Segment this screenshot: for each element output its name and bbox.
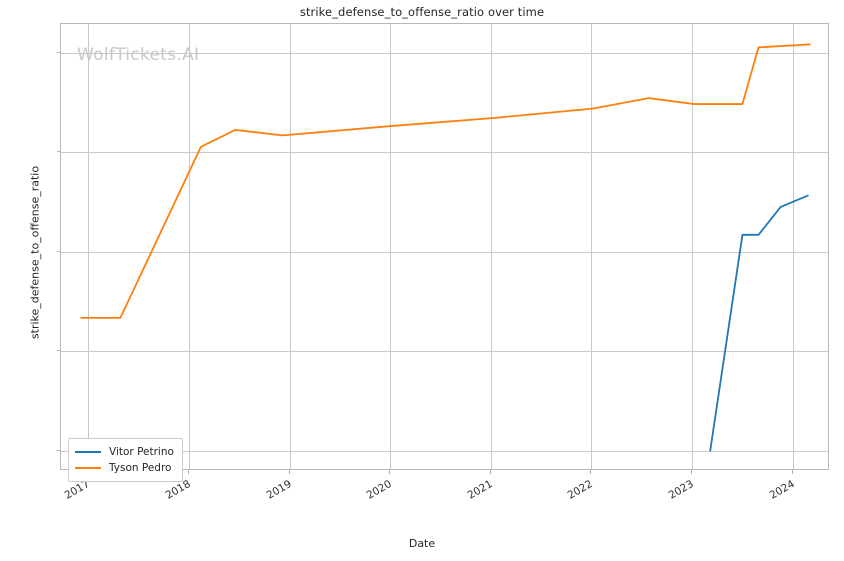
x-axis-label: Date	[408, 537, 436, 550]
x-tick-label: 2021	[465, 478, 495, 502]
plot-area: WolfTickets.AI	[60, 23, 829, 470]
gridline-horizontal	[61, 251, 828, 253]
x-tick-mark	[489, 470, 491, 474]
gridline-horizontal	[61, 450, 828, 452]
chart-title: strike_defense_to_offense_ratio over tim…	[299, 5, 545, 19]
x-tick-mark	[590, 470, 592, 474]
x-tick-label: 2019	[264, 478, 294, 502]
gridline-vertical	[792, 24, 794, 469]
x-tick-label: 2022	[565, 478, 596, 502]
series-line	[709, 194, 809, 452]
x-tick-label: 2023	[666, 478, 696, 502]
gridline-vertical	[591, 24, 593, 469]
watermark: WolfTickets.AI	[77, 45, 200, 65]
gridline-horizontal	[61, 351, 828, 353]
gridline-horizontal	[61, 152, 828, 154]
gridline-vertical	[390, 24, 392, 469]
y-tick-mark	[56, 449, 60, 451]
gridline-vertical	[88, 24, 90, 469]
y-tick-mark	[56, 350, 60, 352]
legend-swatch	[75, 451, 101, 453]
x-tick-mark	[288, 470, 290, 474]
series-lines	[80, 43, 811, 452]
legend-swatch	[75, 467, 101, 469]
gridline-vertical	[289, 24, 291, 469]
chart-legend: Vitor Petrino Tyson Pedro	[68, 438, 183, 482]
gridline-vertical	[692, 24, 694, 469]
y-tick-mark	[56, 250, 60, 252]
x-tick-mark	[187, 470, 189, 474]
series-line	[80, 43, 811, 319]
legend-label: Vitor Petrino	[109, 446, 174, 458]
legend-entry[interactable]: Vitor Petrino	[75, 444, 174, 460]
legend-label: Tyson Pedro	[109, 462, 172, 474]
y-tick-mark	[56, 151, 60, 153]
gridline-vertical	[188, 24, 190, 469]
x-tick-mark	[791, 470, 793, 474]
legend-entry[interactable]: Tyson Pedro	[75, 460, 174, 476]
y-tick-mark	[56, 51, 60, 53]
gridline-vertical	[490, 24, 492, 469]
x-tick-mark	[691, 470, 693, 474]
x-tick-mark	[389, 470, 391, 474]
x-tick-label: 2020	[364, 478, 394, 502]
x-tick-label: 2024	[767, 478, 797, 502]
y-axis-label: strike_defense_to_offense_ratio	[28, 165, 42, 340]
gridline-horizontal	[61, 52, 828, 54]
